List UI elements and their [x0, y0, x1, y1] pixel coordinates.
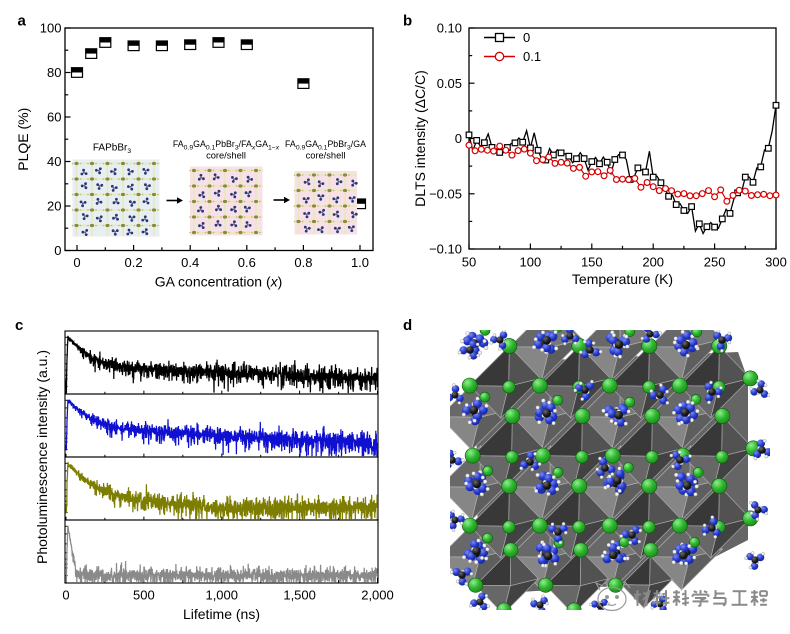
svg-text:100: 100: [520, 255, 542, 270]
svg-text:a: a: [18, 13, 27, 30]
svg-text:c: c: [15, 317, 23, 334]
svg-text:0.10: 0.10: [437, 21, 462, 36]
svg-text:d: d: [403, 317, 412, 334]
svg-text:Temperature (K): Temperature (K): [572, 271, 673, 287]
svg-text:50: 50: [462, 255, 476, 270]
svg-text:100: 100: [40, 21, 62, 36]
svg-text:−0.10: −0.10: [429, 242, 462, 257]
svg-text:300: 300: [765, 255, 787, 270]
svg-text:2,000: 2,000: [361, 588, 394, 603]
svg-text:500: 500: [133, 588, 155, 603]
svg-text:Lifetime (ns): Lifetime (ns): [183, 606, 260, 622]
svg-text:Photoluminescence intensity (a: Photoluminescence intensity (a.u.): [34, 350, 50, 564]
svg-text:200: 200: [642, 255, 664, 270]
svg-text:0.05: 0.05: [437, 76, 462, 91]
svg-text:80: 80: [47, 65, 61, 80]
svg-text:core/shell: core/shell: [206, 151, 246, 161]
svg-text:0: 0: [455, 131, 462, 146]
svg-text:0.1: 0.1: [523, 49, 541, 64]
svg-text:60: 60: [47, 110, 61, 125]
svg-text:0: 0: [54, 243, 61, 258]
svg-text:−0.05: −0.05: [429, 186, 462, 201]
svg-text:1,500: 1,500: [283, 588, 316, 603]
svg-text:1.0: 1.0: [351, 255, 369, 270]
svg-text:FAPbBr3: FAPbBr3: [93, 143, 131, 155]
svg-text:40: 40: [47, 154, 61, 169]
svg-text:FA0.9GA0.1PbBr3/GA: FA0.9GA0.1PbBr3/GA: [285, 139, 366, 151]
svg-text:150: 150: [581, 255, 603, 270]
svg-text:0.8: 0.8: [294, 255, 312, 270]
svg-text:GA concentration (x): GA concentration (x): [155, 274, 283, 290]
svg-text:0: 0: [62, 588, 69, 603]
svg-text:0.2: 0.2: [125, 255, 143, 270]
svg-text:0.4: 0.4: [181, 255, 199, 270]
svg-text:250: 250: [704, 255, 726, 270]
svg-text:PLQE (%): PLQE (%): [15, 108, 31, 171]
svg-text:core/shell: core/shell: [306, 151, 346, 161]
svg-text:0.6: 0.6: [238, 255, 256, 270]
svg-text:20: 20: [47, 199, 61, 214]
svg-text:0: 0: [523, 30, 530, 45]
svg-text:0: 0: [73, 255, 80, 270]
svg-text:b: b: [403, 13, 412, 30]
svg-text:1,000: 1,000: [205, 588, 238, 603]
svg-text:DLTS intensity (ΔC/C): DLTS intensity (ΔC/C): [412, 70, 428, 207]
